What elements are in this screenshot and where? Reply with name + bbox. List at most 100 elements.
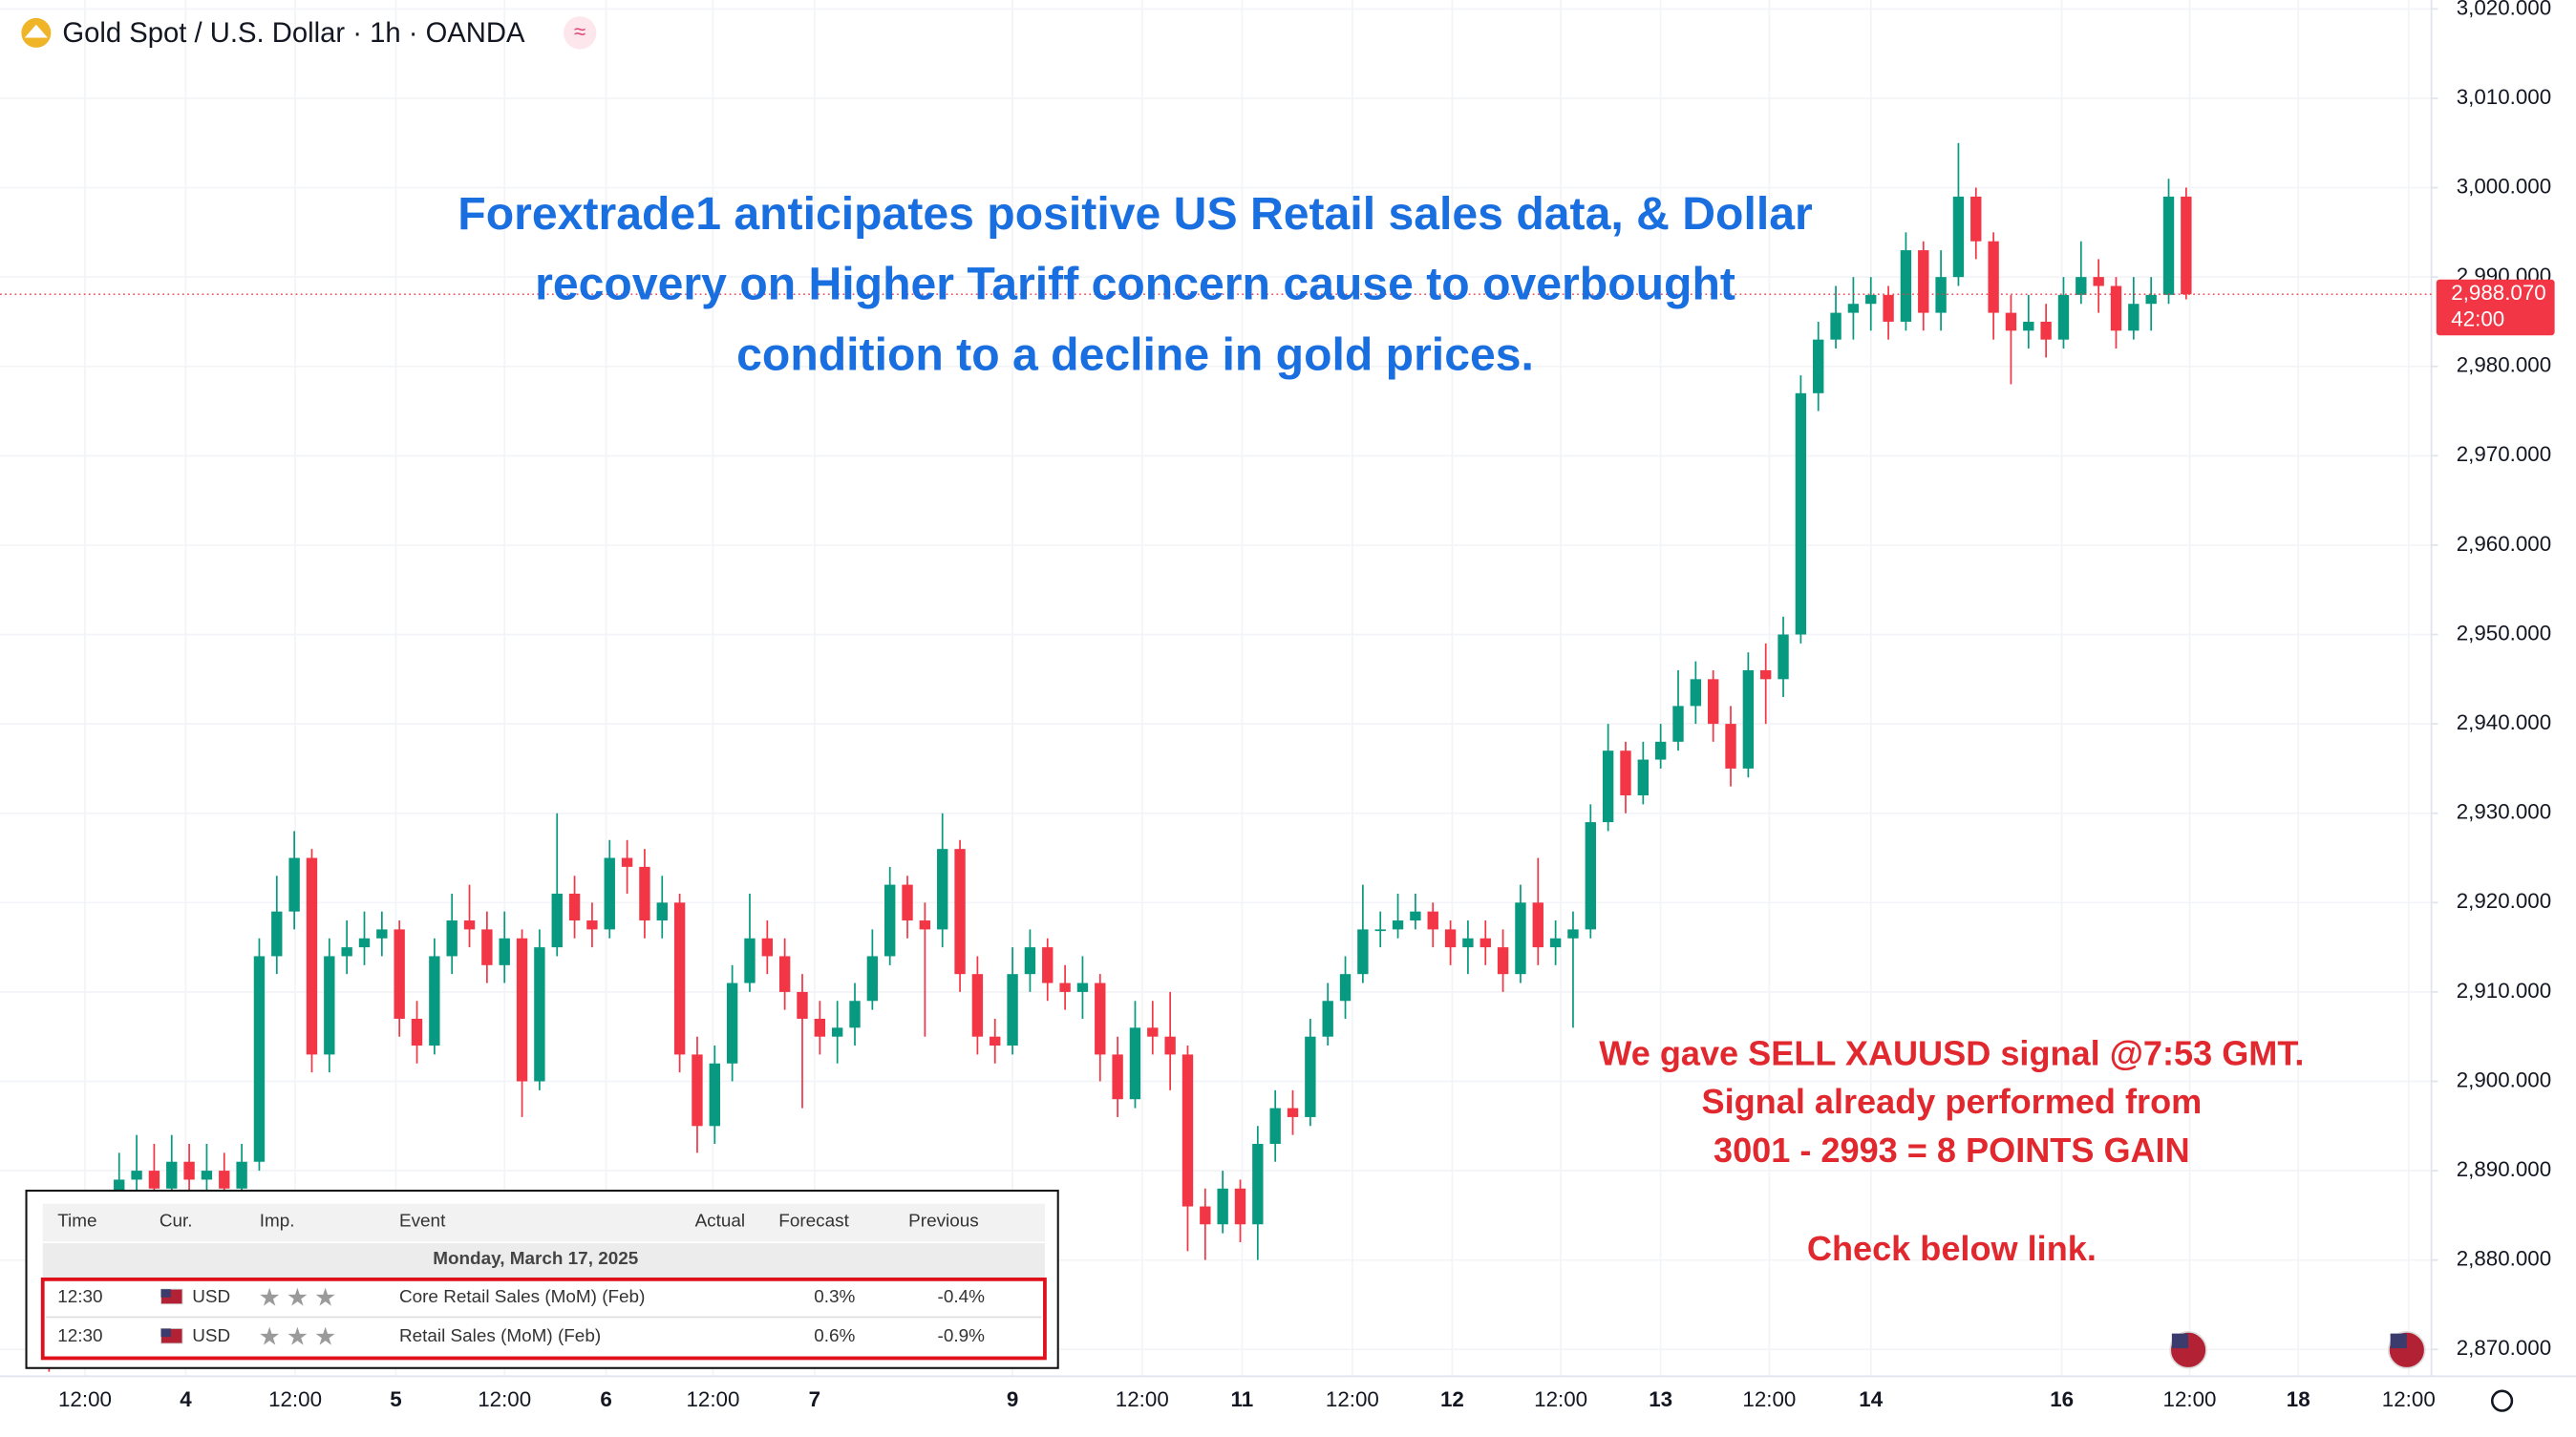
candle-body <box>1339 974 1352 1002</box>
y-tick-label: 2,910.000 <box>2457 979 2551 1003</box>
calendar-column-header: Actual <box>695 1212 746 1232</box>
calendar-time: 12:30 <box>57 1287 102 1307</box>
calendar-date-bg <box>42 1243 1045 1279</box>
candle-body <box>1847 304 1860 313</box>
candle-body <box>1813 339 1824 393</box>
annotation-text: We gave SELL XAUUSD signal @7:53 GMT. <box>1599 1034 2304 1073</box>
candle-body <box>673 902 686 1055</box>
candle-body <box>2023 321 2034 331</box>
candle-body <box>2128 304 2140 331</box>
x-tick-label: 12:00 <box>1534 1387 1587 1411</box>
candle-body <box>1007 974 1018 1046</box>
candle-body <box>1988 241 1999 313</box>
candle-body <box>586 920 598 930</box>
annotation-text: Forextrade1 anticipates positive US Reta… <box>458 188 1813 240</box>
candle-body <box>1234 1188 1246 1225</box>
candle-body <box>1778 634 1789 680</box>
candle-body <box>2057 294 2070 340</box>
impact-star: ★ <box>287 1324 309 1351</box>
candle-body <box>1532 902 1543 948</box>
symbol-logo-mark <box>24 24 48 38</box>
candle-body <box>971 974 984 1037</box>
candle-body <box>394 929 405 1019</box>
y-tick-label: 3,000.000 <box>2457 174 2551 198</box>
candle-body <box>1252 1144 1264 1225</box>
candle-body <box>1322 1001 1333 1037</box>
candle-body <box>166 1161 178 1189</box>
candle-body <box>288 857 300 912</box>
x-tick-label: 12:00 <box>1742 1387 1796 1411</box>
x-tick-label: 12:00 <box>2382 1387 2436 1411</box>
candle-body <box>1305 1036 1316 1117</box>
candle-body <box>1182 1054 1194 1207</box>
candle-body <box>849 1001 861 1028</box>
annotation-text: recovery on Higher Tariff concern cause … <box>535 259 1735 310</box>
candle-body <box>411 1018 423 1046</box>
candle-body <box>1970 196 1982 242</box>
candle-body <box>2005 312 2017 331</box>
candle-body <box>1620 750 1631 795</box>
calendar-forecast: 0.3% <box>814 1287 855 1307</box>
x-tick-label: 16 <box>2050 1387 2074 1411</box>
x-tick-label: 12:00 <box>1116 1387 1169 1411</box>
y-tick-label: 2,890.000 <box>2457 1157 2551 1181</box>
y-tick-label: 2,950.000 <box>2457 621 2551 645</box>
candle-body <box>499 938 510 965</box>
candle-body <box>201 1171 213 1180</box>
candle-body <box>919 920 931 930</box>
candle-body <box>1690 679 1702 707</box>
candle-body <box>621 857 633 867</box>
candle-body <box>990 1036 1001 1046</box>
candle-body <box>866 956 879 1002</box>
impact-star: ★ <box>259 1284 281 1311</box>
y-tick-label: 2,900.000 <box>2457 1067 2551 1091</box>
candle-body <box>884 884 896 957</box>
candle-body <box>761 938 773 957</box>
candle-body <box>744 938 756 983</box>
calendar-currency: USD <box>192 1287 230 1307</box>
annotation-text: Check below link. <box>1807 1229 2097 1268</box>
candle-body <box>1830 312 1842 340</box>
impact-star: ★ <box>259 1324 281 1351</box>
x-tick-label: 12 <box>1440 1387 1464 1411</box>
settings-icon[interactable] <box>2490 1389 2514 1412</box>
candle-body <box>1444 929 1457 948</box>
candle-body <box>1707 679 1719 725</box>
flag-canton <box>160 1328 171 1338</box>
x-tick-label: 5 <box>390 1387 401 1411</box>
candle-body <box>797 991 808 1019</box>
annotation-text: condition to a decline in gold prices. <box>736 329 1534 381</box>
calendar-date: Monday, March 17, 2025 <box>433 1249 638 1269</box>
candle-body <box>219 1171 230 1189</box>
candle-body <box>1427 911 1438 930</box>
x-tick-label: 14 <box>1859 1387 1883 1411</box>
x-tick-label: 9 <box>1007 1387 1018 1411</box>
candle-body <box>1392 920 1404 930</box>
flag-canton <box>2171 1333 2189 1349</box>
y-tick-label: 2,940.000 <box>2457 710 2551 734</box>
candle-body <box>1585 822 1596 930</box>
calendar-column-header: Imp. <box>260 1212 295 1232</box>
candle-body <box>2110 285 2122 331</box>
candle-body <box>1515 902 1526 975</box>
x-tick-label: 6 <box>600 1387 611 1411</box>
candle-body <box>463 920 476 930</box>
candle-body <box>954 849 966 975</box>
candle-body <box>1024 947 1036 975</box>
candle-body <box>726 983 738 1064</box>
candle-body <box>1147 1027 1159 1037</box>
candle-body <box>1112 1054 1123 1100</box>
candle-body <box>324 956 335 1055</box>
candle-body <box>1549 938 1562 948</box>
candle-body <box>2093 277 2104 286</box>
candle-body <box>1497 947 1509 975</box>
candle-body <box>814 1018 826 1037</box>
candle-body <box>1462 938 1474 948</box>
calendar-column-header: Time <box>57 1212 96 1232</box>
candle-body <box>446 920 458 957</box>
candle-body <box>656 902 668 921</box>
candle-body <box>831 1027 843 1037</box>
candle-body <box>2145 294 2157 305</box>
